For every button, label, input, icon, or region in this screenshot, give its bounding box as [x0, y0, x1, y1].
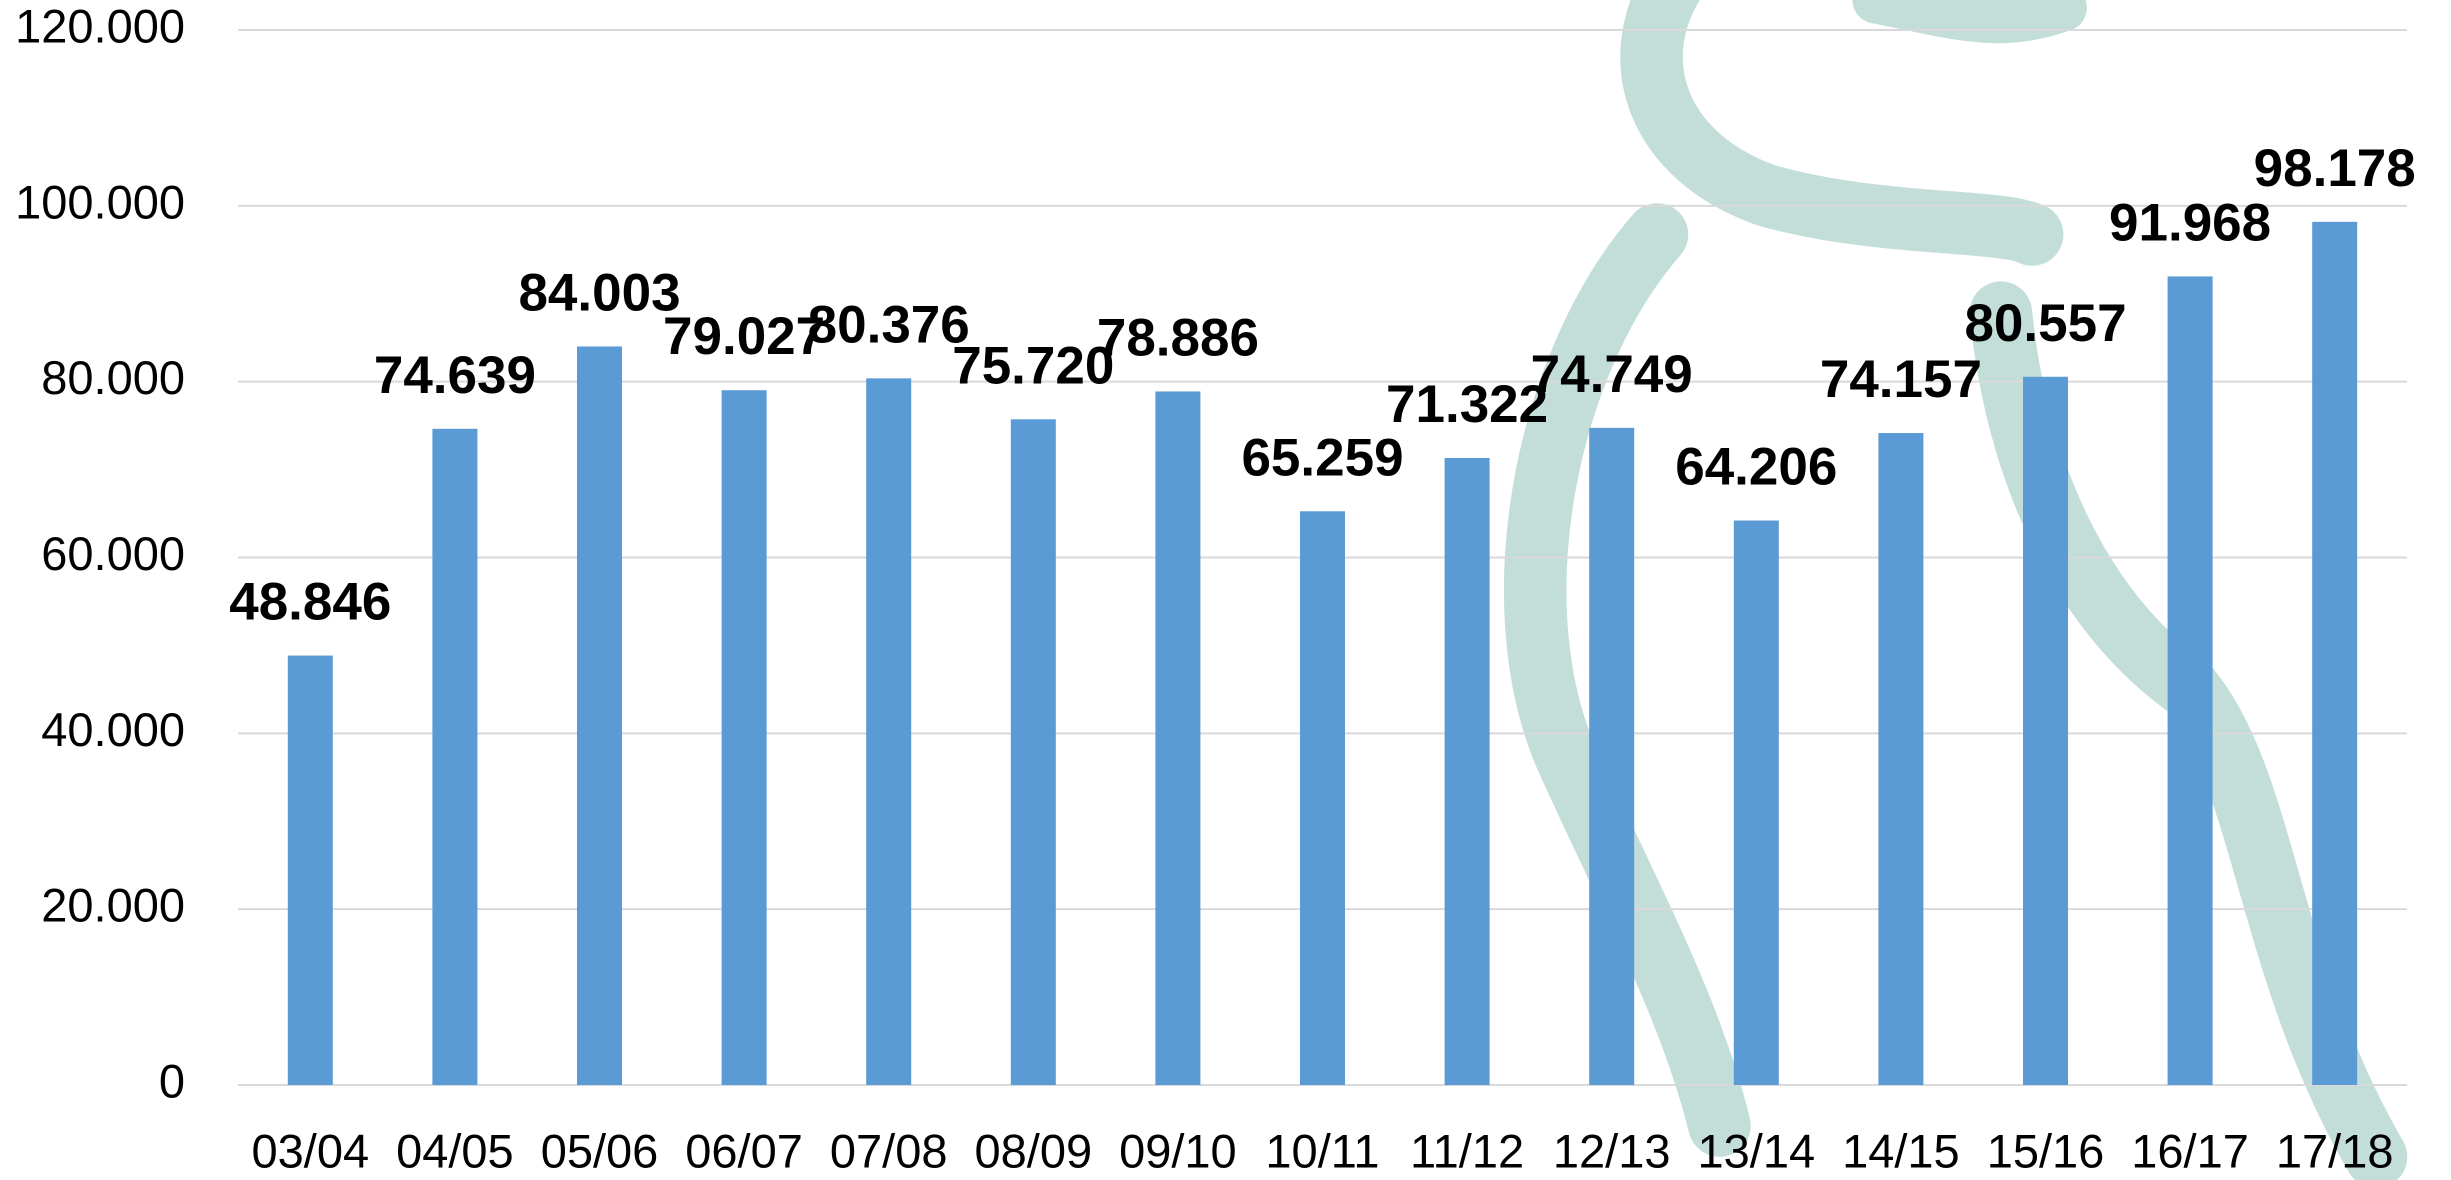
x-tick-label: 13/14: [1697, 1124, 1815, 1177]
decoration: [1503, 0, 2408, 1180]
x-tick-label: 07/08: [830, 1124, 948, 1177]
value-label: 74.157: [1820, 350, 1982, 409]
x-tick-label: 05/06: [541, 1124, 659, 1177]
y-tick-label: 100.000: [15, 175, 185, 228]
value-label: 74.639: [374, 346, 536, 405]
x-tick-label: 10/11: [1265, 1124, 1379, 1177]
bar: [432, 428, 478, 1085]
y-tick-label: 80.000: [41, 351, 185, 404]
x-tick-label: 12/13: [1553, 1124, 1671, 1177]
y-tick-label: 60.000: [41, 527, 185, 580]
x-tick-label: 03/04: [251, 1124, 369, 1177]
x-tick-label: 16/17: [2131, 1124, 2249, 1177]
y-tick-label: 0: [159, 1054, 185, 1107]
y-tick-label: 20.000: [41, 879, 185, 932]
bar: [1878, 433, 1924, 1085]
bar: [2023, 376, 2068, 1085]
bar: [287, 655, 333, 1085]
value-label: 80.376: [808, 295, 970, 354]
x-tick-label: 09/10: [1119, 1124, 1237, 1177]
bar: [2167, 276, 2213, 1085]
value-label: 74.749: [1531, 345, 1693, 404]
bar: [1300, 511, 1345, 1085]
x-tick-label: 08/09: [974, 1124, 1092, 1177]
bar: [866, 378, 912, 1086]
x-tick-label: 14/15: [1842, 1124, 1960, 1177]
bar: [1155, 391, 1201, 1085]
value-label: 98.178: [2254, 139, 2416, 198]
y-tick-label: 120.000: [15, 0, 185, 52]
value-label: 79.027: [663, 307, 825, 366]
bar: [1444, 457, 1490, 1085]
value-label: 75.720: [952, 336, 1114, 395]
value-label: 91.968: [2109, 193, 2271, 252]
bar: [577, 346, 622, 1085]
x-tick-label: 15/16: [1987, 1124, 2105, 1177]
y-tick-label: 40.000: [41, 703, 185, 756]
value-label: 84.003: [518, 263, 680, 322]
x-tick-label: 06/07: [685, 1124, 803, 1177]
x-tick-label: 04/05: [396, 1124, 514, 1177]
value-label: 65.259: [1241, 428, 1403, 487]
bar: [721, 390, 767, 1085]
bar: [1589, 427, 1635, 1086]
bar: [1010, 419, 1056, 1085]
x-tick-label: 17/18: [2276, 1124, 2394, 1177]
value-label: 78.886: [1097, 308, 1259, 367]
value-label: 80.557: [1964, 294, 2126, 353]
x-tick-label: 11/12: [1410, 1124, 1524, 1177]
bar: [2312, 221, 2358, 1085]
value-label: 71.322: [1386, 375, 1548, 434]
bar: [1733, 520, 1779, 1085]
value-label: 48.846: [229, 573, 391, 632]
value-label: 64.206: [1675, 438, 1837, 497]
